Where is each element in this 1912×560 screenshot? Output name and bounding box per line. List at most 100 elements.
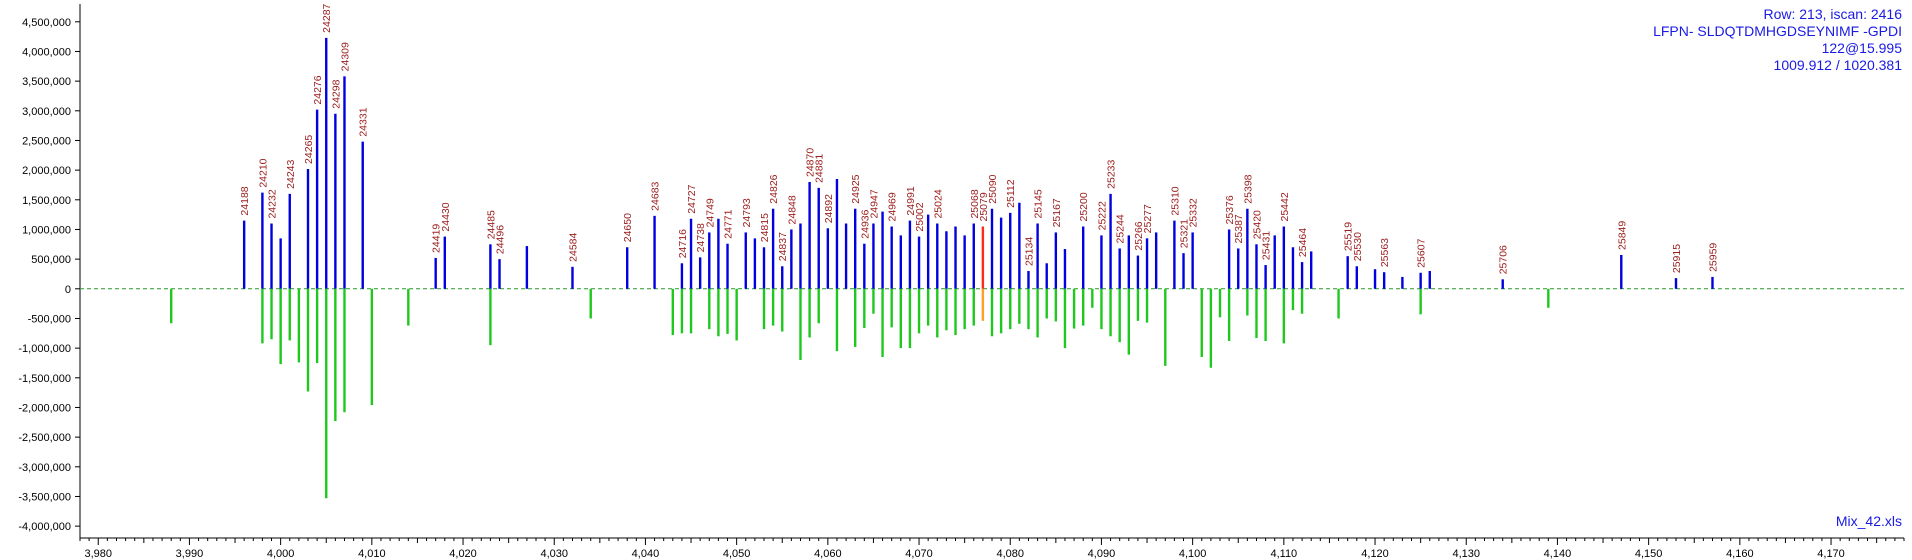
peak-label: 24892	[823, 194, 835, 223]
peak-label: 25167	[1051, 198, 1063, 227]
peak-label: 25849	[1616, 221, 1628, 250]
peak-label: 24738	[695, 223, 707, 252]
peak-label: 25002	[914, 202, 926, 231]
x-tick-label: 4,020	[449, 548, 477, 560]
peak-label: 25266	[1133, 221, 1145, 250]
peak-label: 25134	[1023, 237, 1035, 266]
x-axis: 3,980 3,990 4,000 4,010 4,020 4,030 4,040 4,050…	[79, 537, 1905, 560]
x-tick-label: 4,030	[540, 548, 568, 560]
y-tick-label: 4,500,000	[22, 17, 71, 29]
y-tick-label: -4,000,000	[18, 521, 71, 533]
peak-label: 24232	[267, 189, 279, 218]
peak-label: 24496	[495, 225, 507, 254]
peak-label: 25387	[1233, 214, 1245, 243]
x-tick-label: 4,160	[1726, 548, 1754, 560]
peak-label: 24727	[686, 184, 698, 213]
y-tick-label: 1,000,000	[22, 224, 71, 236]
peak-label: 25420	[1251, 210, 1263, 239]
y-axis: 4,500,000 4,000,000 3,500,000 3,000,000 2,50…	[18, 4, 81, 538]
charge-rt-text: 122@15.995	[1821, 40, 1902, 56]
x-tick-label: 3,980	[84, 548, 112, 560]
y-tick-label: -1,000,000	[18, 343, 71, 355]
peak-label: 24298	[330, 79, 342, 108]
spectrum-info-panel: Row: 213, iscan: 2416 LFPN- SLDQTDMHGDSE…	[1653, 6, 1902, 74]
y-tick-label: -1,500,000	[18, 373, 71, 385]
peak-label: 24243	[285, 160, 297, 189]
peak-label: 24265	[303, 135, 315, 164]
peak-label: 24848	[786, 195, 798, 224]
x-tick-label: 4,090	[1088, 548, 1116, 560]
y-tick-label: -3,500,000	[18, 491, 71, 503]
peak-label: 24683	[650, 181, 662, 210]
y-tick-label: -500,000	[28, 313, 71, 325]
x-tick-label: 4,140	[1544, 548, 1572, 560]
peak-label: 25233	[1106, 160, 1118, 189]
y-tick-label: -3,000,000	[18, 462, 71, 474]
peak-label: 24793	[741, 198, 753, 227]
peak-label: 24584	[567, 232, 579, 261]
x-tick-label: 4,040	[632, 548, 660, 560]
peak-label: 25607	[1416, 238, 1428, 267]
peak-label: 25530	[1352, 232, 1364, 261]
peak-label: 25277	[1142, 204, 1154, 233]
peak-label: 25706	[1498, 245, 1510, 274]
x-tick-label: 4,010	[358, 548, 386, 560]
peak-label: 24815	[759, 213, 771, 242]
x-tick-label: 4,050	[723, 548, 751, 560]
bars-group	[169, 37, 1714, 499]
peak-label: 25244	[1115, 214, 1127, 243]
peak-label: 25519	[1343, 222, 1355, 251]
peak-label: 25959	[1707, 243, 1719, 272]
peak-label: 24947	[868, 189, 880, 218]
peak-label: 24188	[239, 186, 251, 215]
peak-label: 25464	[1297, 228, 1309, 257]
peak-label: 24771	[723, 209, 735, 238]
peak-label: 25024	[932, 189, 944, 218]
peptide-sequence-text: LFPN- SLDQTDMHGDSEYNIMF -GPDI	[1653, 23, 1902, 39]
y-tick-label: 3,000,000	[22, 106, 71, 118]
peak-label: 24936	[859, 209, 871, 238]
peak-label: 24210	[257, 158, 269, 187]
peak-label: 24276	[312, 75, 324, 104]
peak-label: 25145	[1033, 189, 1045, 218]
peak-label: 25079	[978, 192, 990, 221]
y-tick-label: 3,500,000	[22, 76, 71, 88]
file-name-label: Mix_42.xls	[1835, 513, 1902, 529]
peak-label: 24870	[805, 148, 817, 177]
x-tick-label: 4,110	[1270, 548, 1297, 560]
y-tick-label: 1,500,000	[22, 195, 71, 207]
peak-labels-group: 24188 24210 24232 24243 24265 24276 24287 24298…	[239, 3, 1719, 274]
peak-label: 24430	[440, 202, 452, 231]
x-tick-label: 4,120	[1361, 548, 1389, 560]
y-tick-label: 4,000,000	[22, 46, 71, 58]
x-tick-label: 4,170	[1817, 548, 1845, 560]
peak-label: 24309	[339, 42, 351, 71]
mass-range-text: 1009.912 / 1020.381	[1773, 57, 1902, 73]
peak-label: 24826	[768, 174, 780, 203]
y-tick-label: 2,500,000	[22, 135, 71, 147]
peak-label: 24881	[814, 154, 826, 183]
peak-label: 24331	[358, 107, 370, 136]
peak-label: 24716	[677, 229, 689, 258]
peak-label: 25321	[1179, 219, 1191, 248]
peak-label: 25915	[1671, 244, 1683, 273]
x-tick-label: 4,000	[267, 548, 295, 560]
peak-label: 24485	[485, 210, 497, 239]
peak-label: 25431	[1261, 231, 1273, 260]
x-tick-label: 4,130	[1452, 548, 1480, 560]
peak-label: 24749	[704, 198, 716, 227]
peak-label: 25398	[1242, 174, 1254, 203]
peak-label: 25200	[1078, 192, 1090, 221]
peak-label: 25222	[1096, 201, 1108, 230]
y-tick-label: 0	[65, 284, 71, 296]
x-tick-label: 4,150	[1635, 548, 1663, 560]
x-tick-label: 4,080	[996, 548, 1024, 560]
x-tick-label: 4,070	[905, 548, 933, 560]
peak-label: 25310	[1169, 186, 1181, 215]
peak-label: 24419	[431, 224, 443, 253]
y-tick-label: -2,500,000	[18, 432, 71, 444]
peak-label: 25332	[1188, 198, 1200, 227]
peak-label: 25090	[987, 174, 999, 203]
row-iscan-text: Row: 213, iscan: 2416	[1763, 6, 1902, 22]
